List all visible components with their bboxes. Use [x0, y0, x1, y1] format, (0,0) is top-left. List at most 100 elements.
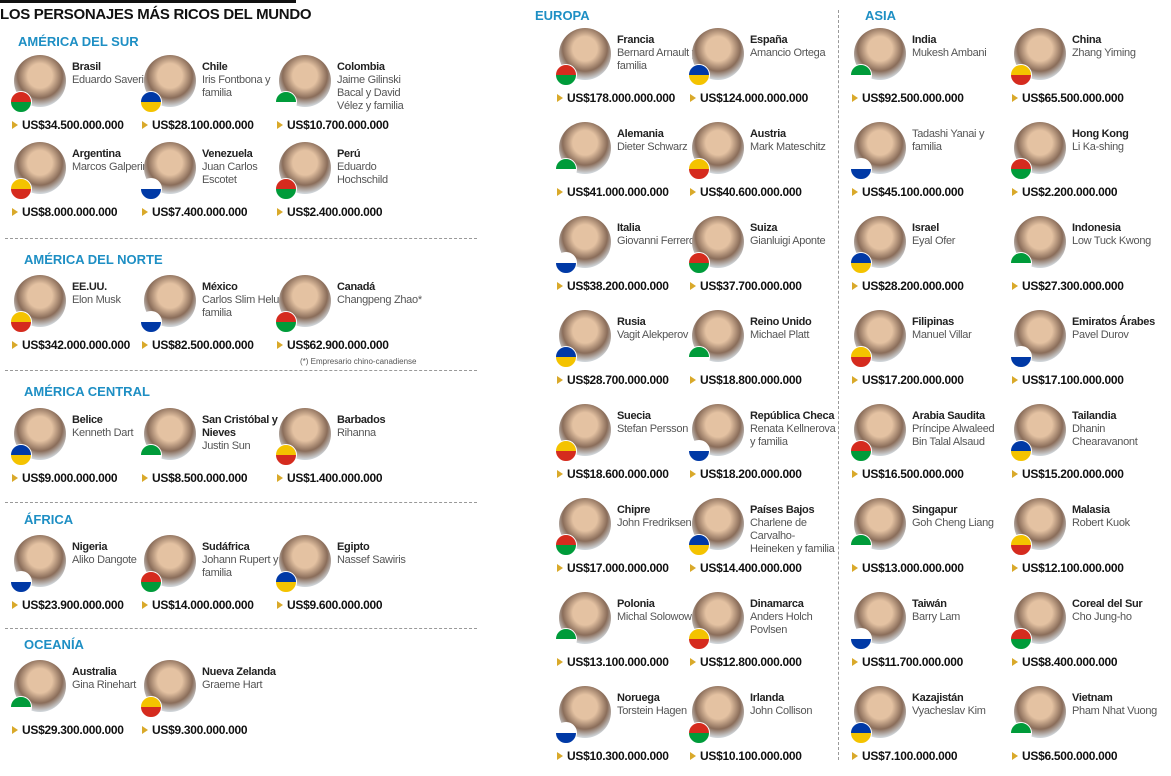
person-name: Rihanna [337, 427, 376, 439]
flag [10, 696, 32, 718]
amount: US$6.500.000.000 [1012, 749, 1118, 763]
person-info: Chipre John Fredriksen [617, 504, 705, 530]
amount: US$9.000.000.000 [12, 471, 118, 485]
country: Filipinas [912, 316, 954, 328]
amount: US$62.900.000.000 [277, 338, 389, 352]
person-name: John Collison [750, 705, 813, 717]
person-info: Tadashi Yanai y familia [912, 128, 1000, 154]
person-name: Príncipe Alwaleed Bin Talal Alsaud [912, 423, 995, 448]
amount: US$18.800.000.000 [690, 373, 802, 387]
amount: US$8.000.000.000 [12, 205, 118, 219]
person-name: John Fredriksen [617, 517, 692, 529]
person-info: Egipto Nassef Sawiris [337, 541, 425, 567]
person-name: Stefan Persson [617, 423, 689, 435]
person-name: Anders Holch Povlsen [750, 611, 813, 636]
person-info: Suecia Stefan Persson [617, 410, 705, 436]
amount: US$23.900.000.000 [12, 598, 124, 612]
person-name: Dhanin Chearavanont [1072, 423, 1138, 448]
amount: US$10.300.000.000 [557, 749, 669, 763]
country: China [1072, 34, 1102, 46]
flag [140, 311, 162, 333]
person-name: Cho Jung-ho [1072, 611, 1132, 623]
person-info: Filipinas Manuel Villar [912, 316, 1000, 342]
person-name: Vagit Alekperov [617, 329, 689, 341]
person-name: Giovanni Ferrero [617, 235, 695, 247]
country: Francia [617, 34, 655, 46]
person-card: India Mukesh Ambani US$92.500.000.000 [850, 28, 987, 118]
person-name: Nassef Sawiris [337, 554, 406, 566]
country: Arabia Saudita [912, 410, 985, 422]
country: Reino Unido [750, 316, 812, 328]
country: Belice [72, 414, 103, 426]
country: Vietnam [1072, 692, 1113, 704]
person-name: Johann Rupert y familia [202, 554, 279, 579]
flag [850, 64, 872, 86]
flag [140, 178, 162, 200]
person-name: Kenneth Dart [72, 427, 134, 439]
flag [275, 571, 297, 593]
country: Brasil [72, 61, 101, 73]
person-info: Malasia Robert Kuok [1072, 504, 1160, 530]
section-title: AMÉRICA DEL SUR [18, 34, 139, 49]
country: Chile [202, 61, 228, 73]
country: Austria [750, 128, 786, 140]
person-info: India Mukesh Ambani [912, 34, 1000, 60]
person-info: Austria Mark Mateschitz [750, 128, 838, 154]
person-card: Alemania Dieter Schwarz US$41.000.000.000 [555, 122, 688, 212]
amount: US$27.300.000.000 [1012, 279, 1124, 293]
person-name: Michal Solowow [617, 611, 692, 623]
person-card: Noruega Torstein Hagen US$10.300.000.000 [555, 686, 687, 776]
person-info: China Zhang Yiming [1072, 34, 1160, 60]
person-card: Australia Gina Rinehart US$29.300.000.000 [10, 660, 140, 750]
person-name: Tadashi Yanai y familia [912, 128, 985, 153]
country: Italia [617, 222, 641, 234]
country: República Checa [750, 410, 835, 422]
person-info: Australia Gina Rinehart [72, 666, 160, 692]
country: Barbados [337, 414, 386, 426]
person-info: Barbados Rihanna [337, 414, 425, 440]
person-name: Aliko Dangote [72, 554, 137, 566]
person-info: San Cristóbal y Nieves Justin Sun [202, 414, 290, 453]
person-card: San Cristóbal y Nieves Justin Sun US$8.500… [140, 408, 278, 498]
person-info: Brasil Eduardo Saverin [72, 61, 160, 87]
person-name: Pham Nhat Vuong [1072, 705, 1157, 717]
amount: US$14.000.000.000 [142, 598, 254, 612]
person-info: Reino Unido Michael Platt [750, 316, 838, 342]
person-name: Carlos Slim Helu y familia [202, 294, 288, 319]
flag [140, 571, 162, 593]
flag [1010, 64, 1032, 86]
person-info: Irlanda John Collison [750, 692, 838, 718]
section-title: EUROPA [535, 8, 590, 23]
flag [555, 252, 577, 274]
person-card: Singapur Goh Cheng Liang US$13.000.000.000 [850, 498, 994, 588]
person-name: Graeme Hart [202, 679, 263, 691]
amount: US$15.200.000.000 [1012, 467, 1124, 481]
person-info: Hong Kong Li Ka-shing [1072, 128, 1160, 154]
person-info: España Amancio Ortega [750, 34, 838, 60]
amount: US$10.100.000.000 [690, 749, 802, 763]
person-name: Gianluigi Aponte [750, 235, 826, 247]
person-name: Manuel Villar [912, 329, 972, 341]
person-card: Irlanda John Collison US$10.100.000.000 [688, 686, 818, 776]
country: México [202, 281, 238, 293]
flag [555, 64, 577, 86]
flag [688, 534, 710, 556]
country: Coreal del Sur [1072, 598, 1143, 610]
amount: US$18.200.000.000 [690, 467, 802, 481]
person-info: Israel Eyal Ofer [912, 222, 1000, 248]
person-name: Low Tuck Kwong [1072, 235, 1151, 247]
amount: US$34.500.000.000 [12, 118, 124, 132]
country: EE.UU. [72, 281, 107, 293]
flag [688, 722, 710, 744]
amount: US$9.300.000.000 [142, 723, 248, 737]
country: Taiwán [912, 598, 947, 610]
flag [1010, 252, 1032, 274]
person-info: Dinamarca Anders Holch Povlsen [750, 598, 838, 637]
country: Suiza [750, 222, 778, 234]
person-info: Venezuela Juan Carlos Escotet [202, 148, 290, 187]
person-card: Egipto Nassef Sawiris US$9.600.000.000 [275, 535, 406, 625]
divider [838, 10, 839, 760]
amount: US$17.000.000.000 [557, 561, 669, 575]
flag [555, 628, 577, 650]
